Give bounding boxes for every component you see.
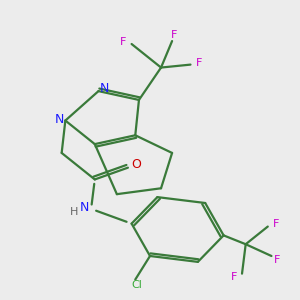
Text: F: F xyxy=(120,37,127,47)
Text: Cl: Cl xyxy=(132,280,142,290)
Text: O: O xyxy=(131,158,141,171)
Text: N: N xyxy=(55,112,64,126)
Text: F: F xyxy=(195,58,202,68)
Text: F: F xyxy=(231,272,237,282)
Text: F: F xyxy=(171,30,177,40)
Text: N: N xyxy=(99,82,109,95)
Text: N: N xyxy=(80,201,89,214)
Text: F: F xyxy=(274,255,280,266)
Text: H: H xyxy=(70,207,79,218)
Text: F: F xyxy=(273,219,279,229)
